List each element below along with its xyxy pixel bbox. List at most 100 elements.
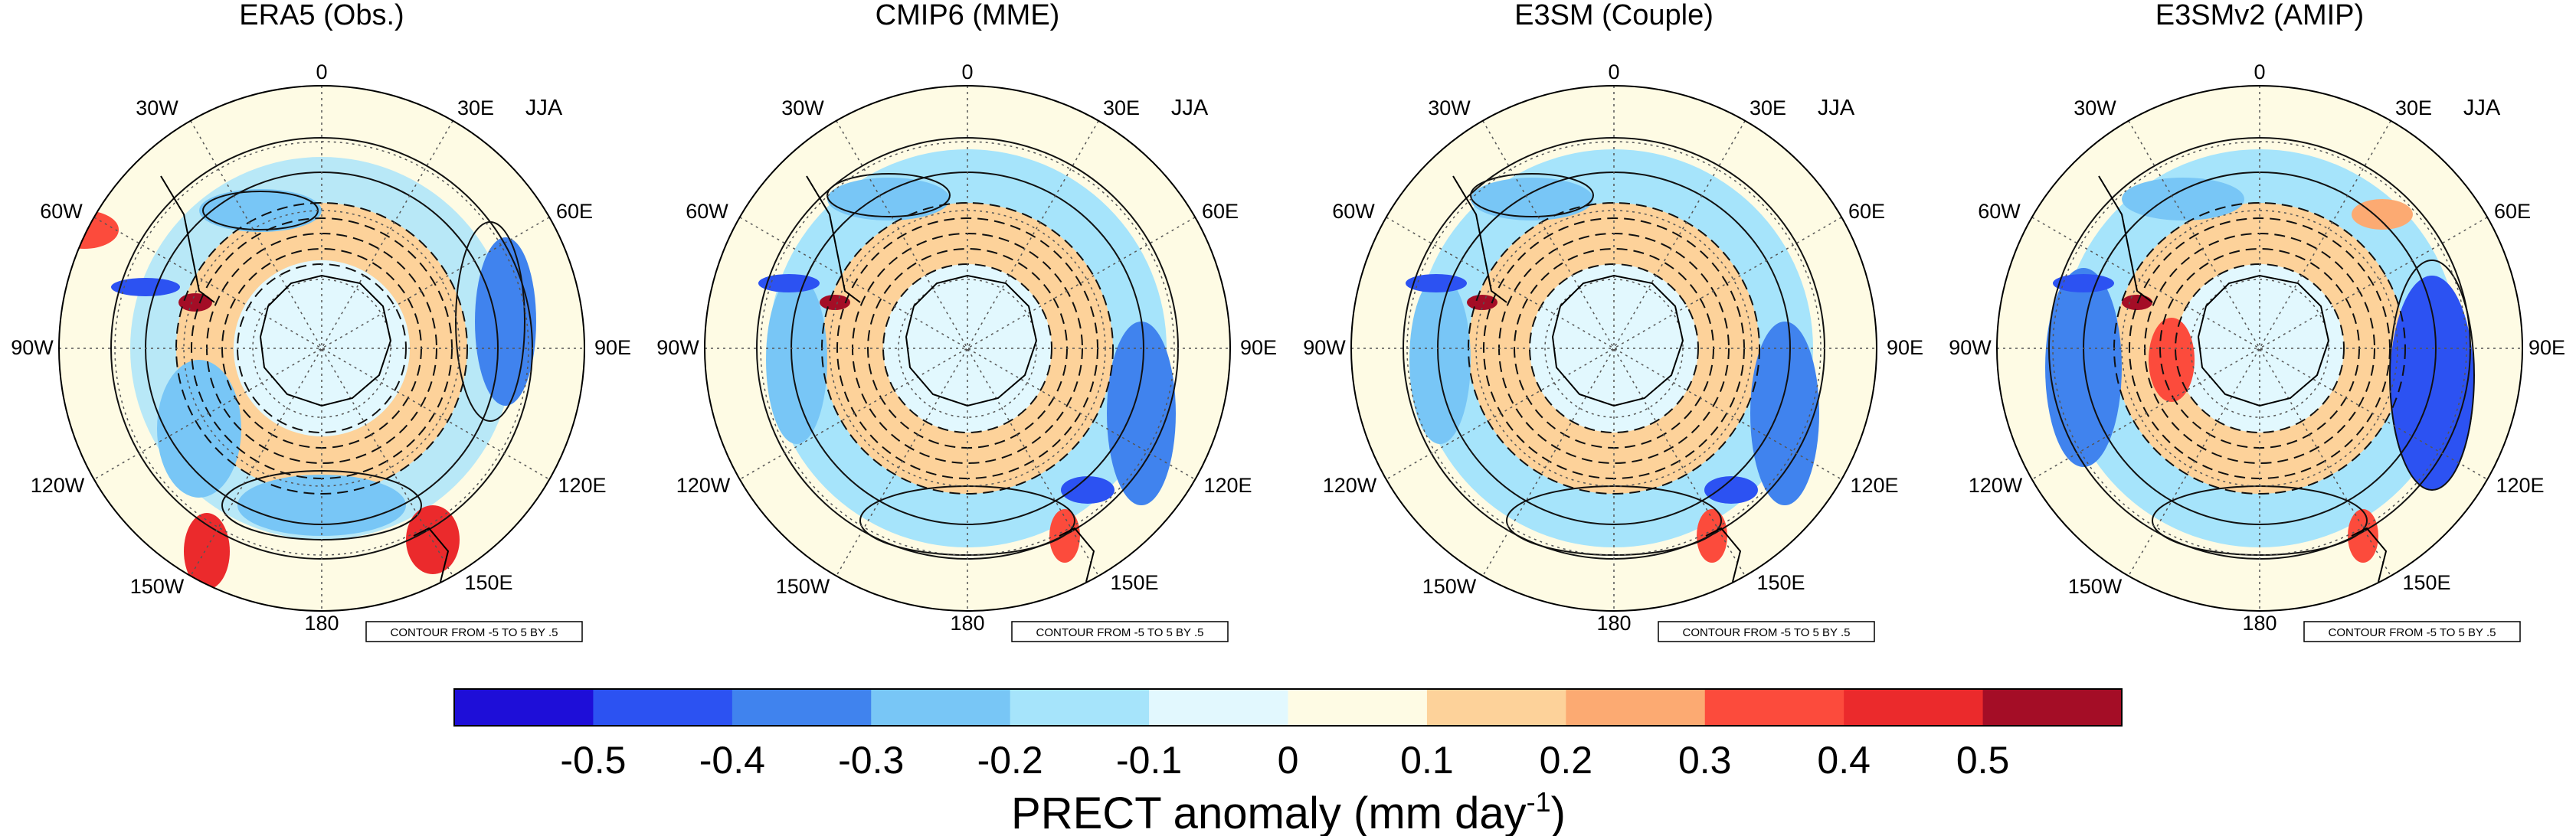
svg-text:90W: 90W (1303, 336, 1346, 359)
svg-text:30E: 30E (1750, 96, 1786, 119)
svg-text:60W: 60W (686, 200, 728, 223)
longitude-labels: 0 30E 60E 90E 120E 150E 180 150W 120W 90… (656, 60, 1277, 635)
contour-note: CONTOUR FROM -5 TO 5 BY .5 (1036, 626, 1204, 639)
colorbar-title: PRECT anomaly (mm day-1) (1011, 786, 1566, 836)
svg-text:90W: 90W (656, 336, 699, 359)
svg-text:60W: 60W (1332, 200, 1375, 223)
coastlines (806, 175, 1095, 583)
colorbar-box (1844, 689, 1984, 726)
polar-map (705, 86, 1230, 611)
colorbar-box (1426, 689, 1566, 726)
graticule (705, 86, 1230, 611)
colorbar-box (1288, 689, 1428, 726)
svg-text:150E: 150E (464, 571, 512, 594)
colorbar-tick-label: -0.2 (977, 739, 1043, 782)
polar-map (1997, 86, 2522, 611)
svg-text:120W: 120W (676, 474, 731, 497)
panel-e3smv2-amip: E3SMv2 (AMIP) (1949, 0, 2565, 642)
season-label: JJA (525, 96, 563, 120)
colorbar-box (1704, 689, 1844, 726)
season-label: JJA (1818, 96, 1855, 120)
svg-text:120E: 120E (1850, 474, 1898, 497)
colorbar-box (1982, 689, 2123, 726)
colorbar-box (593, 689, 733, 726)
svg-text:150E: 150E (1110, 571, 1158, 594)
svg-text:120W: 120W (1323, 474, 1377, 497)
svg-text:60W: 60W (40, 200, 83, 223)
svg-text:60W: 60W (1978, 200, 2021, 223)
colorbar-tick-label: -0.4 (699, 739, 765, 782)
svg-text:180: 180 (1596, 612, 1631, 635)
colorbar-tick-label: 0.2 (1540, 739, 1593, 782)
colorbar-box (1149, 689, 1288, 726)
precip-shading (1406, 149, 1819, 563)
svg-text:90E: 90E (1887, 336, 1923, 359)
colorbar-box (1566, 689, 1706, 726)
svg-text:150W: 150W (1422, 575, 1477, 598)
svg-text:0: 0 (1608, 60, 1619, 83)
svg-text:30E: 30E (2395, 96, 2432, 119)
svg-text:120E: 120E (2496, 474, 2544, 497)
panel-era5: ERA5 (Obs.) (11, 0, 631, 642)
panel-cmip6: CMIP6 (MME) (656, 0, 1277, 642)
colorbar-tick-label: -0.3 (838, 739, 904, 782)
panel-e3sm-couple: E3SM (Couple) (1303, 0, 1923, 642)
colorbar-tick-label: -0.1 (1116, 739, 1182, 782)
colorbar: -0.5 -0.4 -0.3 -0.2 -0.1 0 0.1 0.2 0.3 0.4 0.5 PRE… (453, 688, 2123, 836)
polar-map (59, 86, 584, 611)
svg-text:30E: 30E (457, 96, 494, 119)
svg-text:120W: 120W (31, 474, 85, 497)
season-label: JJA (2463, 96, 2501, 120)
svg-text:90E: 90E (1240, 336, 1277, 359)
coastlines (1452, 175, 1742, 583)
colorbar-tick-label: -0.5 (560, 739, 626, 782)
svg-text:90E: 90E (2529, 336, 2565, 359)
svg-text:0: 0 (2254, 60, 2265, 83)
svg-text:150E: 150E (2402, 571, 2450, 594)
longitude-labels: 0 30E 60E 90E 120E 150E 180 150W 120W 90… (11, 60, 631, 635)
svg-text:90W: 90W (1949, 336, 1992, 359)
precip-shading (758, 149, 1176, 563)
svg-text:30W: 30W (1428, 96, 1471, 119)
colorbar-box (454, 689, 594, 726)
precip-shading (2045, 149, 2474, 563)
svg-text:60E: 60E (556, 200, 593, 223)
colorbar-tick-label: 0.4 (1817, 739, 1871, 782)
polar-map (1351, 86, 1877, 611)
graticule (59, 86, 584, 611)
svg-text:180: 180 (2242, 612, 2277, 635)
svg-text:120W: 120W (1969, 474, 2023, 497)
contour-note: CONTOUR FROM -5 TO 5 BY .5 (2329, 626, 2496, 639)
longitude-labels: 0 30E 60E 90E 120E 150E 180 150W 120W 90… (1303, 60, 1923, 635)
colorbar-box (732, 689, 872, 726)
panel-title: ERA5 (Obs.) (239, 0, 404, 31)
svg-text:30E: 30E (1103, 96, 1140, 119)
colorbar-tick-label: 0.1 (1400, 739, 1454, 782)
svg-text:150E: 150E (1756, 571, 1805, 594)
contour-note: CONTOUR FROM -5 TO 5 BY .5 (1683, 626, 1851, 639)
svg-text:30W: 30W (136, 96, 178, 119)
panel-title: E3SMv2 (AMIP) (2155, 0, 2364, 31)
svg-text:0: 0 (961, 60, 973, 83)
svg-text:0: 0 (316, 60, 327, 83)
panel-title: E3SM (Couple) (1514, 0, 1714, 31)
graticule (1997, 86, 2522, 611)
svg-text:150W: 150W (2068, 575, 2123, 598)
svg-text:30W: 30W (781, 96, 824, 119)
svg-text:180: 180 (950, 612, 984, 635)
svg-text:90E: 90E (594, 336, 631, 359)
svg-text:120E: 120E (1203, 474, 1252, 497)
graticule (1351, 86, 1877, 611)
colorbar-tick-label: 0.5 (1956, 739, 2010, 782)
precip-shading (59, 157, 536, 589)
svg-text:180: 180 (304, 612, 339, 635)
svg-text:150W: 150W (776, 575, 830, 598)
coastlines (160, 175, 450, 583)
colorbar-box (1010, 689, 1150, 726)
svg-text:60E: 60E (2494, 200, 2531, 223)
colorbar-tick-labels: -0.5 -0.4 -0.3 -0.2 -0.1 0 0.1 0.2 0.3 0.4 0.5 (560, 739, 2009, 782)
svg-text:60E: 60E (1848, 200, 1885, 223)
season-label: JJA (1171, 96, 1209, 120)
svg-text:120E: 120E (558, 474, 606, 497)
svg-text:30W: 30W (2074, 96, 2116, 119)
